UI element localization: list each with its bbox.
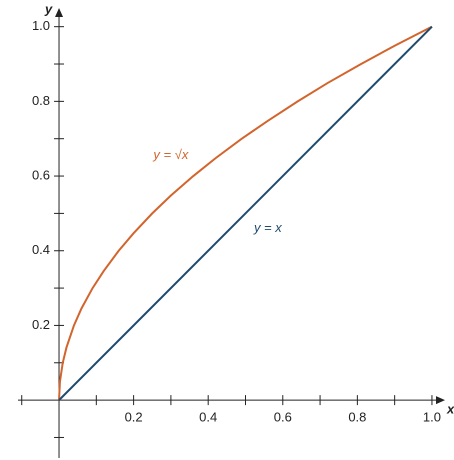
y-tick-label: 0.4: [32, 242, 50, 257]
y-axis-arrow: [55, 8, 64, 17]
x-axis-arrow: [436, 396, 445, 405]
x-tick-label: 0.6: [274, 410, 292, 425]
x-tick-label: 0.8: [348, 410, 366, 425]
y-tick-label: 0.6: [32, 167, 50, 182]
curve: [58, 25, 433, 401]
y-tick-label: 1.0: [32, 18, 50, 33]
x-tick-label: 0.4: [199, 410, 217, 425]
curve: [58, 25, 433, 401]
y-tick-label: 0.8: [32, 93, 50, 108]
x-tick-label: 1.0: [423, 410, 441, 425]
y-tick-label: 0.2: [32, 317, 50, 332]
x-axis-label: x: [446, 401, 454, 416]
x-tick-label: 0.2: [125, 410, 143, 425]
curve-label: y = x: [253, 220, 282, 235]
y-axis-label: y: [44, 1, 53, 16]
curve-label: y = √x: [152, 147, 188, 162]
